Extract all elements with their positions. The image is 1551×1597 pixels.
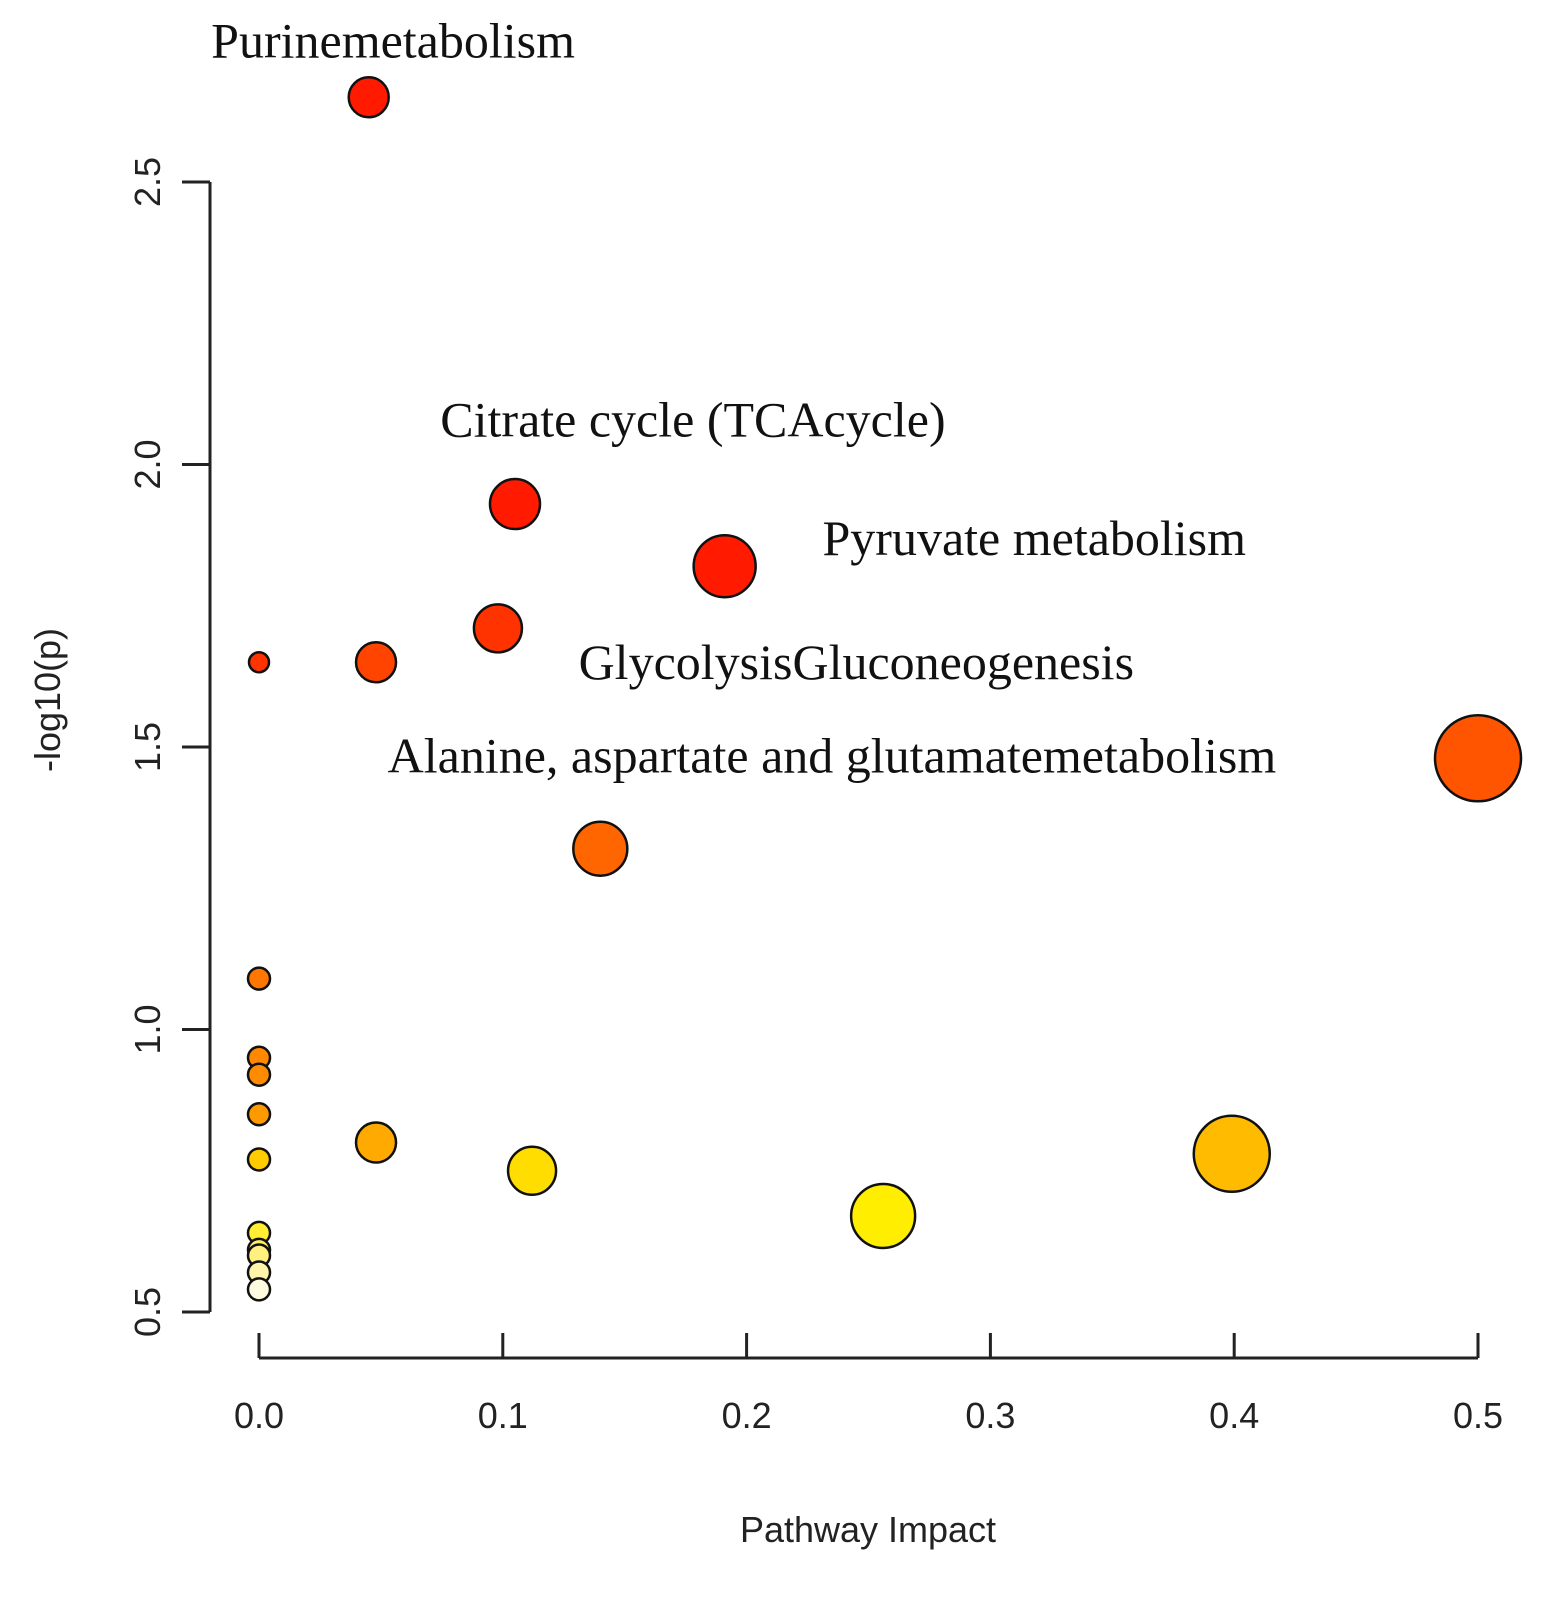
x-tick-label: 0.5 [1453, 1395, 1503, 1436]
pathway-annotation: Purinemetabolism [211, 13, 575, 69]
x-tick-label: 0.0 [234, 1395, 284, 1436]
data-point [488, 477, 542, 531]
y-tick-label: 2.0 [127, 439, 168, 489]
y-tick-label: 2.5 [127, 157, 168, 207]
pathway-annotation: Alanine, aspartate and glutamatemetaboli… [388, 727, 1277, 783]
x-tick-label: 0.4 [1209, 1395, 1259, 1436]
data-point [347, 76, 390, 119]
pathway-annotation: Citrate cycle (TCAcycle) [440, 391, 945, 447]
y-tick-label: 1.0 [127, 1004, 168, 1054]
pathway-annotation: Pyruvate metabolism [823, 510, 1247, 566]
data-point [506, 1145, 558, 1196]
y-tick-label: 0.5 [127, 1287, 168, 1337]
data-point [1433, 714, 1523, 803]
data-point [692, 533, 757, 599]
data-point [354, 1121, 398, 1164]
data-point [849, 1182, 917, 1250]
x-tick-label: 0.1 [478, 1395, 528, 1436]
y-axis-title: -log10(p) [27, 628, 68, 772]
data-point [246, 1147, 272, 1172]
x-axis-title: Pathway Impact [740, 1509, 996, 1550]
x-axis: 0.0 0.1 0.2 0.3 0.4 0.5 [234, 1333, 1503, 1436]
data-point [246, 1102, 272, 1127]
y-tick-label: 1.5 [127, 722, 168, 772]
x-tick-label: 0.2 [722, 1395, 772, 1436]
pathway-annotation: GlycolysisGluconeogenesis [579, 634, 1134, 690]
data-point [354, 641, 398, 684]
data-point [246, 1062, 272, 1087]
data-point [247, 651, 271, 674]
y-axis: 0.5 1.0 1.5 2.0 2.5 [127, 157, 212, 1337]
x-tick-label: 0.3 [965, 1395, 1015, 1436]
annotations: Purinemetabolism Citrate cycle (TCAcycle)… [211, 13, 1276, 784]
data-point [472, 603, 524, 654]
data-point [1192, 1114, 1272, 1194]
data-points [246, 76, 1523, 1302]
data-point [246, 966, 272, 991]
data-point [246, 1277, 272, 1302]
data-point [572, 820, 629, 877]
